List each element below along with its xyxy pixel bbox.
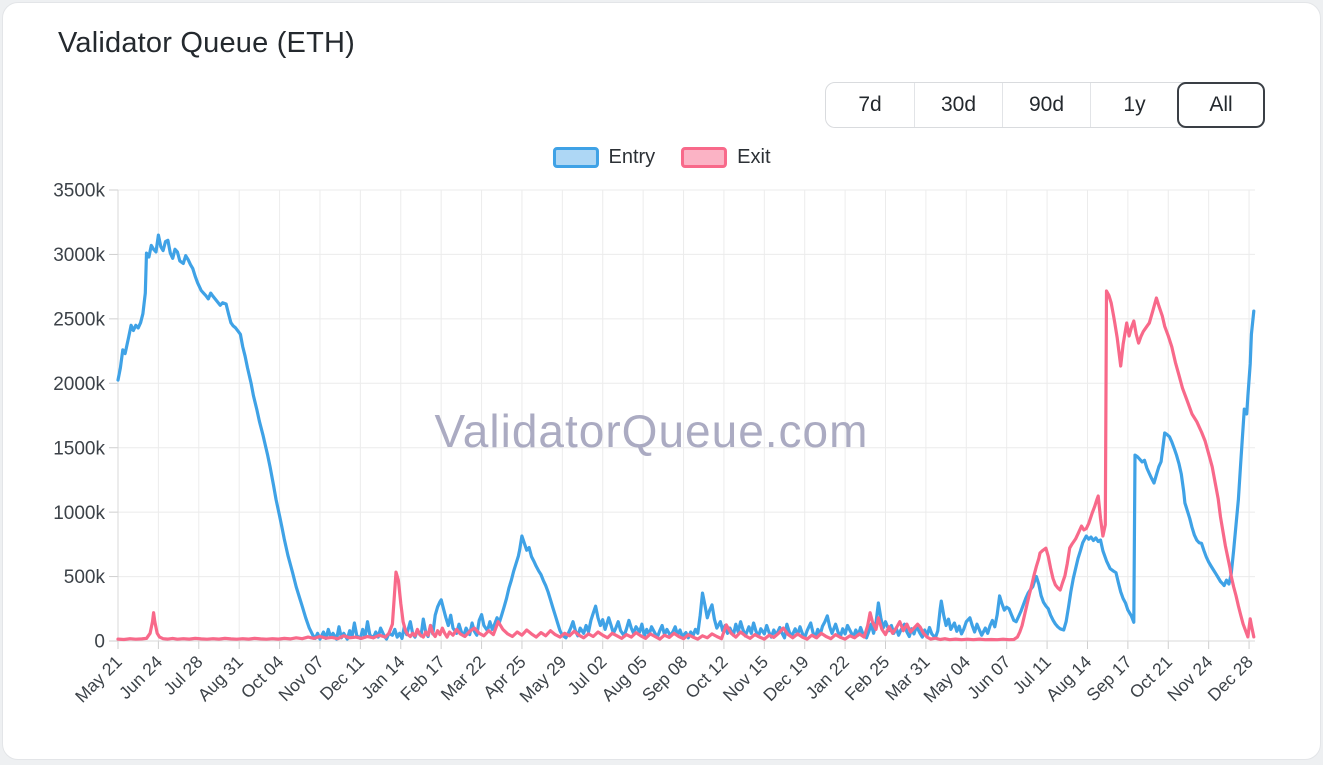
range-button-1y[interactable]: 1y — [1090, 83, 1178, 127]
range-button-all[interactable]: All — [1177, 82, 1265, 128]
entry-legend-swatch — [552, 147, 599, 168]
x-axis-label: May 21 — [71, 652, 126, 707]
x-axis-label: Aug 31 — [194, 652, 247, 705]
x-axis-label: Sep 08 — [638, 652, 691, 705]
y-axis-label: 2500k — [53, 310, 105, 331]
chart-legend: Entry Exit — [552, 146, 771, 169]
x-axis-label: Nov 07 — [274, 652, 327, 705]
legend-label: Exit — [737, 146, 771, 168]
y-axis-label: 1000k — [53, 503, 105, 524]
x-axis-label: Dec 28 — [1204, 652, 1257, 705]
y-axis-label: 0 — [94, 632, 105, 653]
exit-series-line — [116, 289, 1256, 642]
legend-item-exit[interactable]: Exit — [681, 146, 771, 169]
range-button-30d[interactable]: 30d — [914, 83, 1002, 127]
page-title: Validator Queue (ETH) — [58, 27, 356, 59]
x-axis-label: Dec 19 — [759, 652, 812, 705]
y-axis-label: 1500k — [53, 438, 105, 459]
validator-queue-chart[interactable]: 0 500k 1000k 1500k 2000k 2500k 3000k 3500k May 2… — [3, 3, 1323, 765]
legend-label: Entry — [608, 146, 656, 168]
x-axis-label: Jun 07 — [963, 652, 1014, 703]
time-range-group: 7d 30d 90d 1y All — [825, 82, 1265, 128]
x-axis-label: Feb 25 — [841, 652, 894, 705]
y-axis-label: 3000k — [53, 245, 105, 266]
x-axis-label: Feb 17 — [396, 652, 449, 705]
legend-item-entry[interactable]: Entry — [552, 146, 655, 169]
x-axis-label: Dec 11 — [316, 652, 368, 704]
range-button-90d[interactable]: 90d — [1002, 83, 1090, 127]
y-axis-label: 500k — [64, 567, 106, 588]
x-axis-label: Sep 17 — [1082, 652, 1135, 705]
x-axis-label: Mar 22 — [437, 652, 490, 705]
exit-legend-swatch — [681, 147, 728, 168]
y-axis-label: 3500k — [53, 181, 105, 202]
watermark: ValidatorQueue.com — [435, 405, 869, 457]
x-axis-label: Jun 24 — [115, 652, 166, 703]
y-axis-label: 2000k — [53, 374, 105, 395]
range-button-7d[interactable]: 7d — [826, 83, 914, 127]
